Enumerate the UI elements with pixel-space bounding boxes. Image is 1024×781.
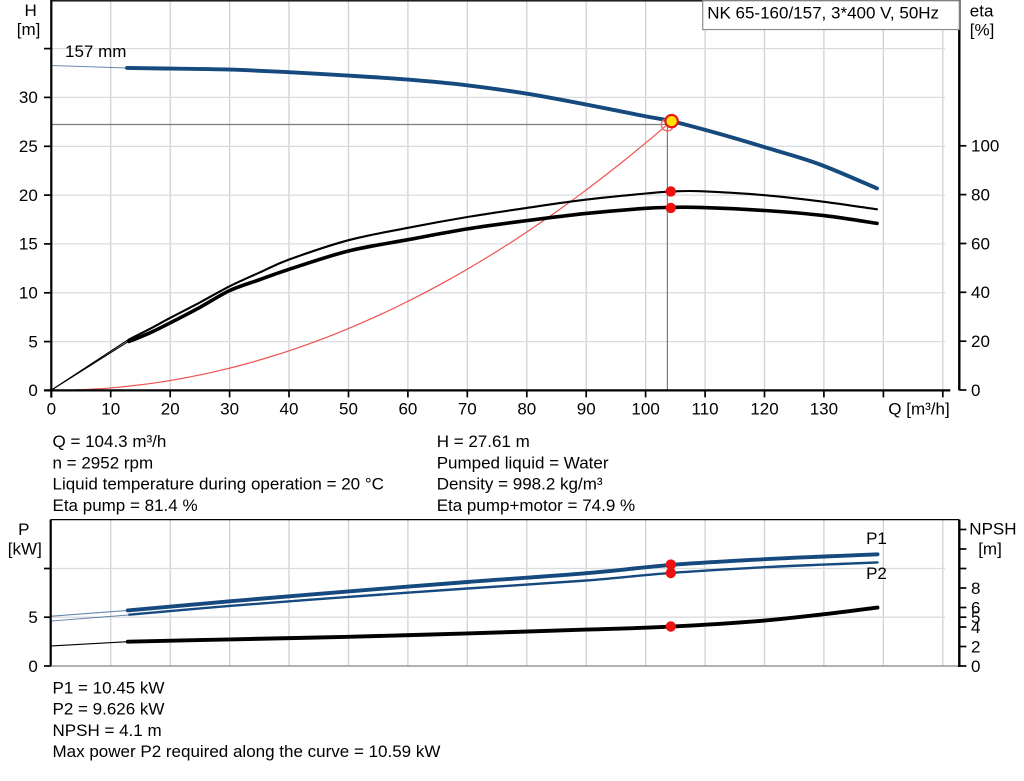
svg-text:P: P: [18, 520, 29, 539]
svg-text:80: 80: [971, 185, 990, 204]
svg-text:100: 100: [631, 399, 659, 418]
svg-text:[m]: [m]: [978, 540, 1002, 559]
svg-text:80: 80: [517, 399, 536, 418]
svg-text:6: 6: [971, 598, 980, 617]
svg-text:Q [m³/h]: Q [m³/h]: [888, 399, 949, 418]
svg-text:110: 110: [692, 399, 719, 418]
svg-text:Max power P2 required along th: Max power P2 required along the curve = …: [53, 742, 441, 761]
svg-text:P2 = 9.626 kW: P2 = 9.626 kW: [53, 700, 165, 719]
svg-text:NK 65-160/157, 3*400 V, 50Hz: NK 65-160/157, 3*400 V, 50Hz: [707, 4, 939, 23]
svg-text:5: 5: [971, 608, 980, 627]
svg-text:40: 40: [971, 283, 990, 302]
svg-text:Eta pump = 81.4 %: Eta pump = 81.4 %: [53, 496, 198, 515]
svg-text:0: 0: [971, 381, 980, 400]
svg-text:n = 2952 rpm: n = 2952 rpm: [53, 453, 154, 472]
svg-text:H: H: [25, 1, 37, 20]
svg-text:100: 100: [971, 137, 999, 156]
svg-text:H = 27.61 m: H = 27.61 m: [437, 432, 530, 451]
svg-text:70: 70: [458, 399, 477, 418]
svg-text:20: 20: [161, 399, 180, 418]
svg-text:0: 0: [28, 657, 37, 676]
svg-text:P1 = 10.45 kW: P1 = 10.45 kW: [53, 678, 165, 697]
svg-text:50: 50: [339, 399, 358, 418]
svg-text:0: 0: [971, 657, 980, 676]
svg-text:40: 40: [280, 399, 299, 418]
svg-text:NPSH: NPSH: [969, 520, 1016, 539]
svg-text:5: 5: [28, 608, 37, 627]
svg-text:Eta pump+motor = 74.9 %: Eta pump+motor = 74.9 %: [437, 496, 635, 515]
svg-text:30: 30: [19, 88, 38, 107]
svg-text:NPSH = 4.1 m: NPSH = 4.1 m: [53, 721, 162, 740]
svg-text:5: 5: [28, 332, 37, 351]
svg-text:60: 60: [971, 234, 990, 253]
svg-text:4: 4: [971, 618, 980, 637]
svg-text:[m]: [m]: [17, 20, 41, 39]
svg-text:0: 0: [47, 399, 56, 418]
svg-text:Liquid temperature during oper: Liquid temperature during operation = 20…: [53, 475, 384, 494]
svg-text:90: 90: [577, 399, 596, 418]
svg-text:0: 0: [28, 381, 37, 400]
svg-text:Density = 998.2 kg/m³: Density = 998.2 kg/m³: [437, 475, 603, 494]
svg-text:157 mm: 157 mm: [65, 42, 126, 61]
svg-text:15: 15: [19, 235, 38, 254]
svg-text:Pumped liquid = Water: Pumped liquid = Water: [437, 453, 609, 472]
svg-text:Q = 104.3 m³/h: Q = 104.3 m³/h: [53, 432, 167, 451]
svg-text:20: 20: [971, 332, 990, 351]
svg-text:8: 8: [971, 579, 980, 598]
svg-text:P1: P1: [866, 529, 887, 548]
svg-text:P2: P2: [866, 564, 887, 583]
svg-text:10: 10: [19, 284, 38, 303]
svg-text:[kW]: [kW]: [8, 540, 42, 559]
svg-text:30: 30: [220, 399, 239, 418]
svg-text:eta: eta: [970, 2, 994, 21]
svg-text:20: 20: [19, 186, 38, 205]
svg-text:120: 120: [750, 399, 778, 418]
svg-text:60: 60: [398, 399, 417, 418]
svg-text:10: 10: [101, 399, 120, 418]
svg-text:2: 2: [971, 637, 980, 656]
svg-text:[%]: [%]: [970, 20, 995, 39]
svg-text:130: 130: [810, 399, 838, 418]
svg-text:25: 25: [19, 137, 38, 156]
